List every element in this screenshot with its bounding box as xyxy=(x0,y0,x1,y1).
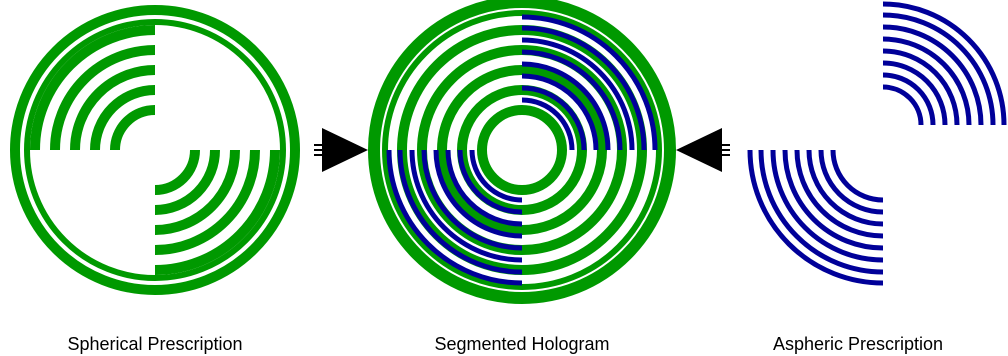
aspheric-prescription-label: Aspheric Prescription xyxy=(773,334,943,354)
spherical-zone-arc xyxy=(521,149,567,195)
spherical-zone-arc xyxy=(477,149,523,195)
segmented-hologram-label: Segmented Hologram xyxy=(434,334,609,354)
aspheric-zone-arc xyxy=(782,149,884,251)
aspheric-zone-arc xyxy=(770,149,884,263)
aspheric-zone-arc xyxy=(421,149,523,251)
spherical-zone-arc xyxy=(30,25,156,151)
spherical-prescription-pattern xyxy=(10,5,300,295)
aspheric-zone-arc xyxy=(830,149,884,203)
spherical-zone-arc xyxy=(521,149,607,235)
spherical-zone-arc xyxy=(521,65,607,151)
segmented-hologram-pattern xyxy=(368,0,676,304)
aspheric-zone-arc xyxy=(882,60,948,126)
spherical-zone-arc xyxy=(90,85,156,151)
aspheric-zone-arc xyxy=(747,149,884,286)
aspheric-zone-arc xyxy=(457,149,523,215)
aspheric-zone-arc xyxy=(445,149,523,227)
spherical-prescription-label: Spherical Prescription xyxy=(67,334,242,354)
spherical-zone-arc xyxy=(417,45,523,151)
aspheric-prescription-pattern xyxy=(747,1,1007,286)
aspheric-zone-arc xyxy=(397,149,523,275)
aspheric-zone-arc xyxy=(882,72,936,126)
spherical-zone-arc xyxy=(50,45,156,151)
aspheric-zone-arc xyxy=(521,14,658,151)
aspheric-zone-arc xyxy=(521,73,599,151)
spherical-zone-arc xyxy=(110,105,156,151)
aspheric-zone-arc xyxy=(521,61,611,151)
aspheric-zone-arc xyxy=(882,24,984,126)
spherical-zone-arc xyxy=(397,25,523,151)
outer-ring xyxy=(10,5,300,295)
spherical-zone-arc xyxy=(154,149,260,255)
spherical-zone-arc xyxy=(521,149,647,275)
aspheric-zone-arc xyxy=(521,97,575,151)
aspheric-zone-arc xyxy=(521,49,623,151)
aspheric-zone-arc xyxy=(433,149,523,239)
aspheric-zone-arc xyxy=(882,48,960,126)
aspheric-zone-arc xyxy=(469,149,523,203)
spherical-zone-arc xyxy=(154,149,220,215)
arrow-left-icon xyxy=(676,128,730,172)
aspheric-zone-arc xyxy=(409,149,523,263)
aspheric-zone-arc xyxy=(818,149,884,215)
aspheric-zone-arc xyxy=(521,85,587,151)
aspheric-zone-arc xyxy=(521,25,647,151)
aspheric-zone-arc xyxy=(882,1,1007,126)
aspheric-zone-arc xyxy=(806,149,884,227)
aspheric-zone-arc xyxy=(794,149,884,239)
combination-arrows xyxy=(314,128,730,172)
spherical-zone-arc xyxy=(477,105,523,151)
aspheric-zone-arc xyxy=(882,36,972,126)
spherical-zone-arc xyxy=(154,149,240,235)
aspheric-zone-arc xyxy=(882,84,924,126)
arrow-head xyxy=(676,128,722,172)
aspheric-zone-arc xyxy=(882,12,996,126)
spherical-zone-arc xyxy=(521,149,627,255)
aspheric-zone-arc xyxy=(521,37,635,151)
spherical-zone-arc xyxy=(437,149,523,235)
spherical-zone-arc xyxy=(70,65,156,151)
spherical-zone-arc xyxy=(457,85,523,151)
arrow-right-icon xyxy=(314,128,368,172)
arrow-head xyxy=(322,128,368,172)
spherical-zone-arc xyxy=(154,149,280,275)
spherical-zone-arc xyxy=(437,65,523,151)
outer-ring xyxy=(368,0,676,304)
spherical-zone-arc xyxy=(521,149,587,215)
spherical-zone-arc xyxy=(521,105,567,151)
inner-ring xyxy=(382,10,662,290)
aspheric-zone-arc xyxy=(386,149,523,286)
inner-ring xyxy=(24,19,286,281)
aspheric-zone-arc xyxy=(758,149,884,275)
spherical-zone-arc xyxy=(154,149,200,195)
